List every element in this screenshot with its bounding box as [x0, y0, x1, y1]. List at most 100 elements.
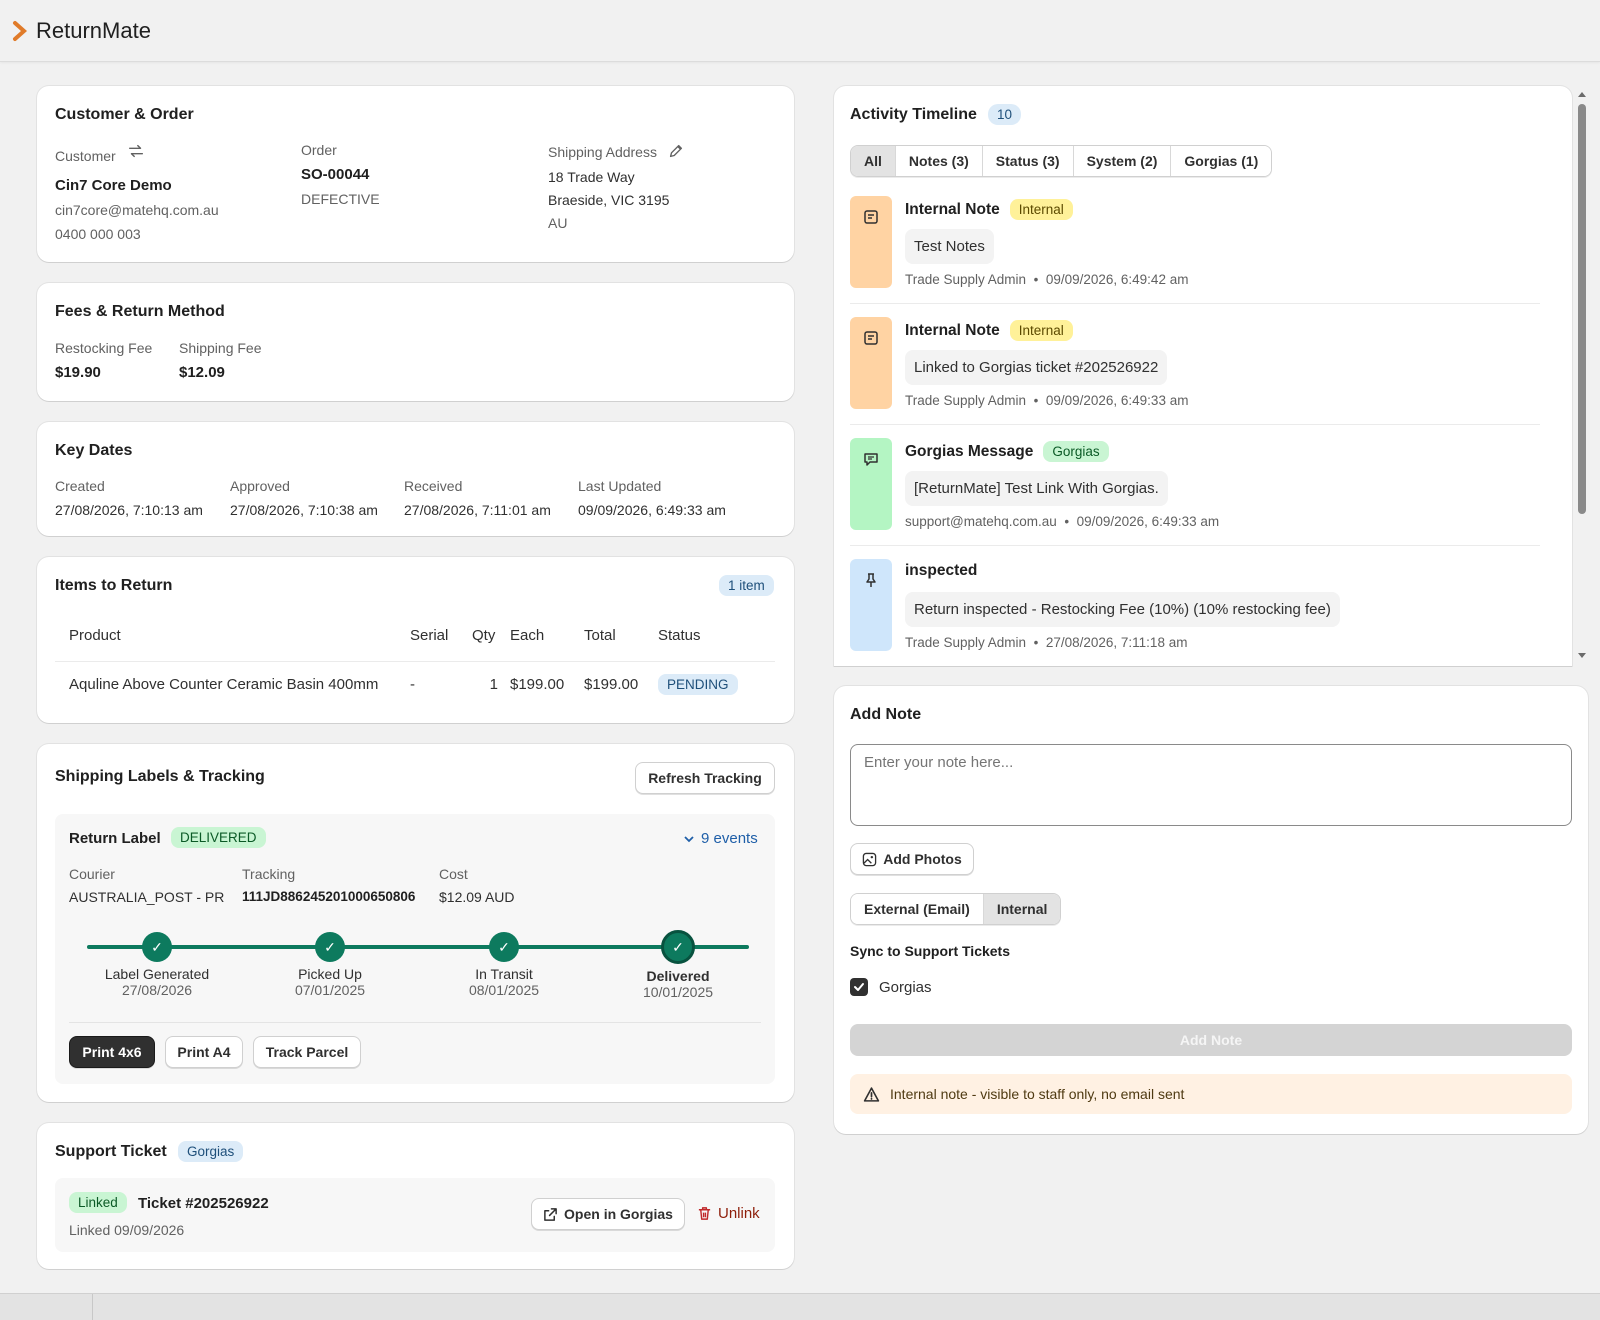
- scrollbar-thumb[interactable]: [1578, 104, 1586, 514]
- item-count-badge: 1 item: [719, 575, 774, 596]
- entry-separator: [850, 303, 1540, 304]
- note-textarea[interactable]: [850, 744, 1572, 826]
- app-logo: ReturnMate: [12, 18, 151, 44]
- courier-value: AUSTRALIA_POST - PR: [69, 889, 225, 905]
- print-a4-button[interactable]: Print A4: [165, 1036, 243, 1068]
- customer-phone: 0400 000 003: [55, 226, 141, 242]
- check-icon: ✓: [142, 932, 172, 962]
- entry-author: support@matehq.com.au: [905, 514, 1057, 529]
- tab-system[interactable]: System (2): [1073, 146, 1172, 176]
- restocking-fee-label: Restocking Fee: [55, 340, 153, 356]
- step-delivered: ✓ Delivered 10/01/2025: [608, 930, 748, 1000]
- gorgias-sync-checkbox[interactable]: Gorgias: [850, 978, 932, 996]
- created-label: Created: [55, 478, 105, 494]
- visibility-toggle: External (Email) Internal: [850, 893, 1062, 925]
- check-icon: ✓: [315, 932, 345, 962]
- entry-title-text: inspected: [905, 562, 978, 579]
- timeline-entry: Internal Note Internal Test Notes Trade …: [850, 196, 1540, 306]
- tab-all[interactable]: All: [851, 146, 896, 176]
- print-4x6-button[interactable]: Print 4x6: [69, 1036, 155, 1068]
- entry-time: 09/09/2026, 6:49:33 am: [1076, 514, 1220, 529]
- product-cell: Aquline Above Counter Ceramic Basin 400m…: [55, 660, 410, 707]
- tab-notes[interactable]: Notes (3): [895, 146, 983, 176]
- unlink-button[interactable]: Unlink: [697, 1205, 760, 1222]
- cost-label: Cost: [439, 866, 468, 882]
- edit-address-icon[interactable]: [667, 142, 685, 160]
- activity-timeline-card: Activity Timeline 10 All Notes (3) Statu…: [834, 86, 1572, 666]
- linked-badge: Linked: [69, 1192, 127, 1213]
- approved-label: Approved: [230, 478, 290, 494]
- entry-body: Test Notes: [905, 229, 994, 264]
- card-title: Shipping Labels & Tracking: [55, 768, 265, 785]
- internal-option[interactable]: Internal: [983, 894, 1061, 924]
- card-title: Fees & Return Method: [55, 303, 225, 320]
- step-name: Label Generated: [104, 966, 210, 982]
- events-toggle[interactable]: 9 events: [683, 830, 758, 847]
- tracking-label: Tracking: [242, 866, 296, 882]
- entry-color-bar: [850, 196, 892, 288]
- checkbox-checked-icon[interactable]: [850, 978, 868, 996]
- scroll-up-icon[interactable]: [1577, 90, 1587, 98]
- entry-separator: [850, 545, 1540, 546]
- entry-title-text: Internal Note: [905, 321, 1000, 339]
- order-reason: DEFECTIVE: [301, 191, 380, 207]
- tab-gorgias[interactable]: Gorgias (1): [1171, 146, 1272, 176]
- entry-body: Return inspected - Restocking Fee (10%) …: [905, 592, 1340, 627]
- entry-meta: Trade Supply Admin • 09/09/2026, 6:49:42…: [905, 272, 1188, 287]
- order-number[interactable]: SO-00044: [301, 166, 370, 183]
- open-in-gorgias-button[interactable]: Open in Gorgias: [531, 1198, 685, 1230]
- customer-label: Customer: [55, 148, 116, 164]
- swap-customer-icon[interactable]: [127, 142, 145, 160]
- tracking-number[interactable]: 111JD886245201000650806: [242, 889, 416, 904]
- shipping-card: Shipping Labels & Tracking Refresh Track…: [37, 744, 794, 1102]
- received-label: Received: [404, 478, 463, 494]
- app-title: ReturnMate: [36, 18, 151, 43]
- entry-title: Internal Note Internal: [905, 199, 1073, 220]
- timeline-scrollbar[interactable]: [1574, 86, 1590, 666]
- last-updated-label: Last Updated: [578, 478, 662, 494]
- entry-time: 09/09/2026, 6:49:42 am: [1045, 272, 1189, 287]
- add-note-submit-button[interactable]: Add Note: [850, 1024, 1572, 1056]
- order-label: Order: [301, 142, 337, 158]
- entry-color-bar: [850, 438, 892, 530]
- created-value: 27/08/2026, 7:10:13 am: [55, 502, 203, 518]
- step-in-transit: ✓ In Transit 08/01/2025: [434, 932, 574, 998]
- table-header-row: Product Serial Qty Each Total Status: [55, 611, 775, 661]
- last-updated-value: 09/09/2026, 6:49:33 am: [578, 502, 726, 518]
- card-title: Add Note: [850, 706, 922, 723]
- received-value: 27/08/2026, 7:11:01 am: [404, 502, 551, 518]
- scroll-down-icon[interactable]: [1577, 652, 1587, 660]
- entry-meta: support@matehq.com.au • 09/09/2026, 6:49…: [905, 514, 1219, 529]
- refresh-tracking-button[interactable]: Refresh Tracking: [635, 762, 775, 794]
- support-ticket-card: Support Ticket Gorgias Linked Ticket #20…: [37, 1123, 794, 1269]
- external-email-option[interactable]: External (Email): [851, 894, 984, 924]
- col-product: Product: [69, 627, 121, 645]
- col-total: Total: [584, 627, 616, 645]
- add-photos-button[interactable]: Add Photos: [850, 843, 974, 875]
- step-date: 07/01/2025: [294, 982, 366, 998]
- tab-status[interactable]: Status (3): [982, 146, 1074, 176]
- separator: •: [1033, 272, 1039, 287]
- unlink-label: Unlink: [718, 1205, 760, 1222]
- divider: [69, 1022, 761, 1023]
- entry-badge: Internal: [1009, 320, 1073, 341]
- pin-icon: [866, 573, 876, 587]
- shipping-fee-value: $12.09: [179, 364, 225, 381]
- entry-title: inspected: [905, 562, 977, 580]
- track-parcel-button[interactable]: Track Parcel: [253, 1036, 361, 1068]
- logo-icon: [13, 21, 28, 41]
- total-cell: $199.00: [584, 660, 658, 707]
- ticket-number: Ticket #202526922: [138, 1195, 269, 1212]
- entry-badge: Internal: [1009, 199, 1073, 220]
- top-bar: ReturnMate: [0, 0, 1600, 62]
- each-cell: $199.00: [510, 660, 584, 707]
- entry-meta: Trade Supply Admin • 09/09/2026, 6:49:33…: [905, 393, 1188, 408]
- courier-label: Courier: [69, 866, 115, 882]
- address-line2: Braeside, VIC 3195: [548, 192, 670, 208]
- col-qty: Qty: [472, 627, 496, 645]
- provider-badge: Gorgias: [178, 1141, 244, 1162]
- card-title: Customer & Order: [55, 106, 194, 123]
- shipping-address-label: Shipping Address: [548, 144, 657, 160]
- entry-color-bar: [850, 317, 892, 409]
- chat-icon: [864, 453, 878, 466]
